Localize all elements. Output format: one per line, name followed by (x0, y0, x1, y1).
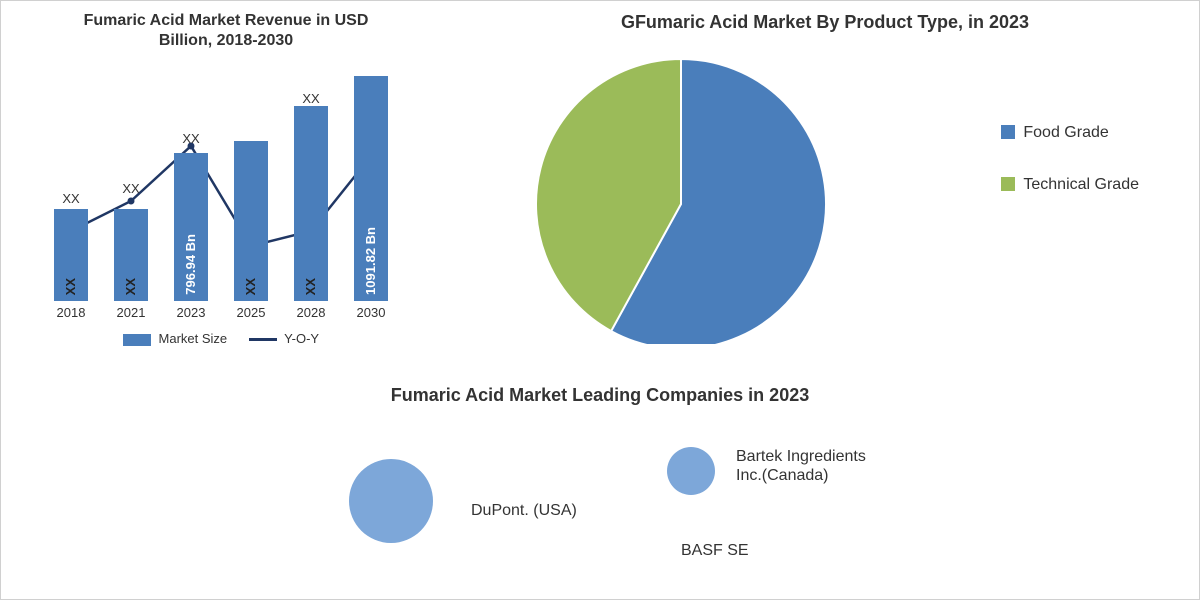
x-label-2025: 2025 (237, 305, 266, 320)
bar-value-2021: XX (123, 278, 138, 295)
legend-label: Technical Grade (1023, 176, 1139, 193)
bar-top-label-2028: XX (302, 91, 319, 106)
bar-value-2023: 796.94 Bn (183, 234, 198, 295)
companies-panel: Fumaric Acid Market Leading Companies in… (1, 381, 1199, 591)
x-label-2021: 2021 (117, 305, 146, 320)
company-label: BASF SE (681, 541, 749, 560)
bar-value-2025: XX (243, 278, 258, 295)
bar-legend: Market Size Y-O-Y (41, 325, 401, 346)
pie-chart-title: GFumaric Acid Market By Product Type, in… (431, 11, 1179, 34)
bar-value-2030: 1091.82 Bn (363, 227, 378, 295)
legend-bar-label: Market Size (159, 331, 228, 346)
x-label-2018: 2018 (57, 305, 86, 320)
bar-2023: 796.94 Bn (174, 153, 208, 301)
pie-chart-panel: GFumaric Acid Market By Product Type, in… (431, 1, 1199, 381)
x-label-2030: 2030 (357, 305, 386, 320)
pie-svg (431, 44, 931, 344)
yoy-line (41, 61, 401, 301)
pie-legend-item: Technical Grade (1001, 176, 1139, 194)
company-label: Bartek IngredientsInc.(Canada) (736, 447, 866, 485)
bar-2025: XX (234, 141, 268, 301)
bar-top-label-2021: XX (122, 181, 139, 196)
bar-chart-stage: XX XX XX XX 796.94 Bn XX XX XX XX 1091.82 Bn (41, 61, 401, 301)
bar-x-axis: 2018 2021 2023 2025 2028 2030 (41, 301, 401, 325)
bar-chart-title: Fumaric Acid Market Revenue in USD Billi… (76, 11, 376, 51)
companies-title: Fumaric Acid Market Leading Companies in… (1, 381, 1199, 406)
bar-top-label-2023: XX (182, 131, 199, 146)
pie-legend: Food Grade Technical Grade (1001, 124, 1139, 228)
x-label-2023: 2023 (177, 305, 206, 320)
bar-2018: XX (54, 209, 88, 301)
x-label-2028: 2028 (297, 305, 326, 320)
legend-line-swatch (249, 338, 277, 341)
legend-label: Food Grade (1023, 124, 1108, 141)
company-label: DuPont. (USA) (471, 501, 577, 520)
company-bubble (667, 447, 715, 495)
bar-2021: XX (114, 209, 148, 301)
pie-chart-stage: Food Grade Technical Grade (431, 44, 1179, 344)
legend-swatch (1001, 125, 1015, 139)
bar-value-2018: XX (63, 278, 78, 295)
bar-2030: 1091.82 Bn (354, 76, 388, 301)
pie-legend-item: Food Grade (1001, 124, 1139, 142)
bar-value-2028: XX (303, 278, 318, 295)
bar-chart-panel: Fumaric Acid Market Revenue in USD Billi… (1, 1, 431, 381)
company-bubble (349, 459, 433, 543)
legend-line-label: Y-O-Y (284, 331, 319, 346)
legend-bar-swatch (123, 334, 151, 346)
bar-2028: XX (294, 106, 328, 301)
legend-swatch (1001, 177, 1015, 191)
bar-top-label-2018: XX (62, 191, 79, 206)
